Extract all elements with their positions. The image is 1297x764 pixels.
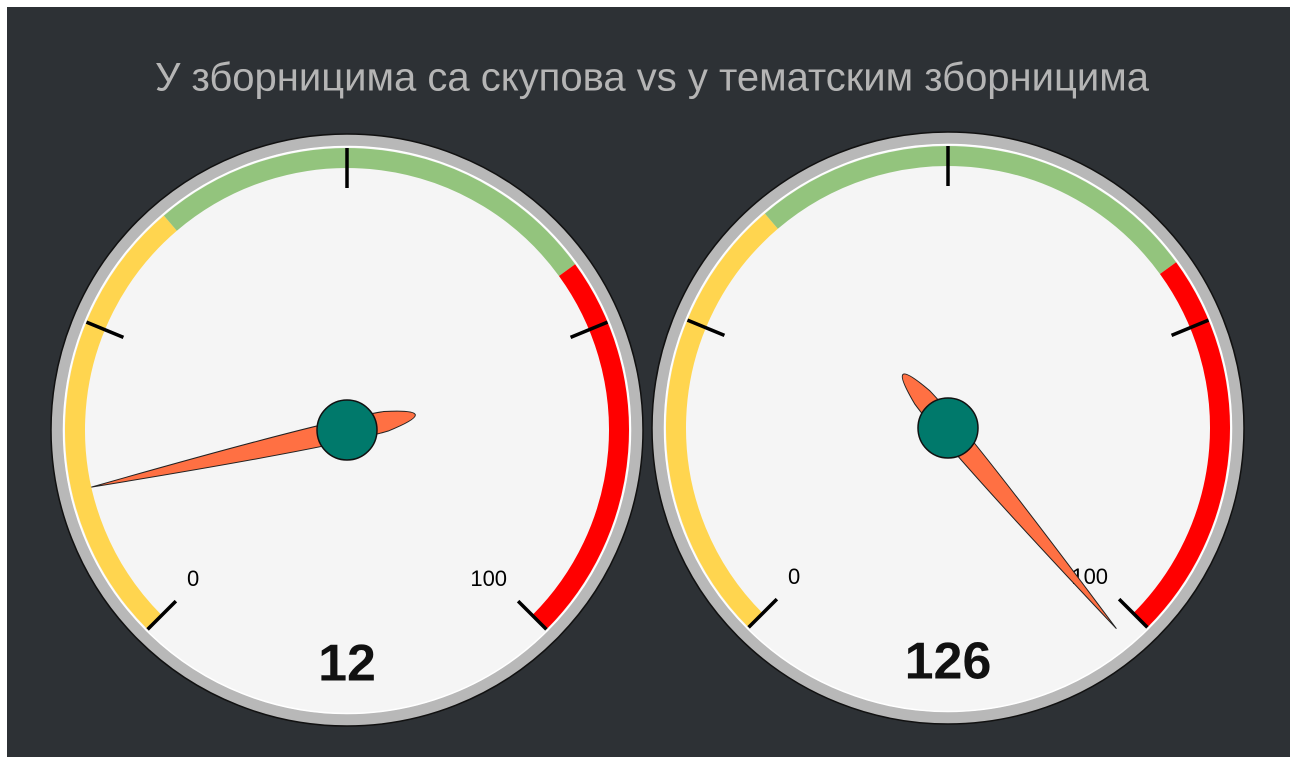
needle-hub xyxy=(316,399,378,461)
gauge-inner xyxy=(62,145,632,715)
chart-title: У зборницима са скупова vs у тематским з… xyxy=(155,56,1150,100)
gauge-band xyxy=(65,215,177,630)
tick-mark xyxy=(747,597,779,629)
tick-mark xyxy=(516,599,548,631)
gauge-band xyxy=(532,264,629,630)
tick-mark xyxy=(1117,597,1149,629)
tick-mark xyxy=(686,318,726,338)
tick-label: 0 xyxy=(187,566,199,591)
tick-mark xyxy=(146,599,178,631)
gauge-value: 12 xyxy=(318,635,376,693)
gauge-band xyxy=(1133,262,1230,628)
gauge-value: 126 xyxy=(905,633,992,691)
tick-mark xyxy=(1170,318,1210,338)
tick-mark xyxy=(569,320,609,340)
needle-hub xyxy=(917,397,979,459)
gauge-band xyxy=(764,146,1177,275)
gauge-inner xyxy=(663,143,1233,713)
gauge-outline xyxy=(50,133,644,727)
gauge-band xyxy=(163,148,576,277)
gauge-outline xyxy=(651,131,1245,725)
gauge-band xyxy=(666,213,778,628)
tick-label: 100 xyxy=(470,566,507,591)
tick-mark xyxy=(85,320,125,340)
tick-label: 0 xyxy=(788,564,800,589)
